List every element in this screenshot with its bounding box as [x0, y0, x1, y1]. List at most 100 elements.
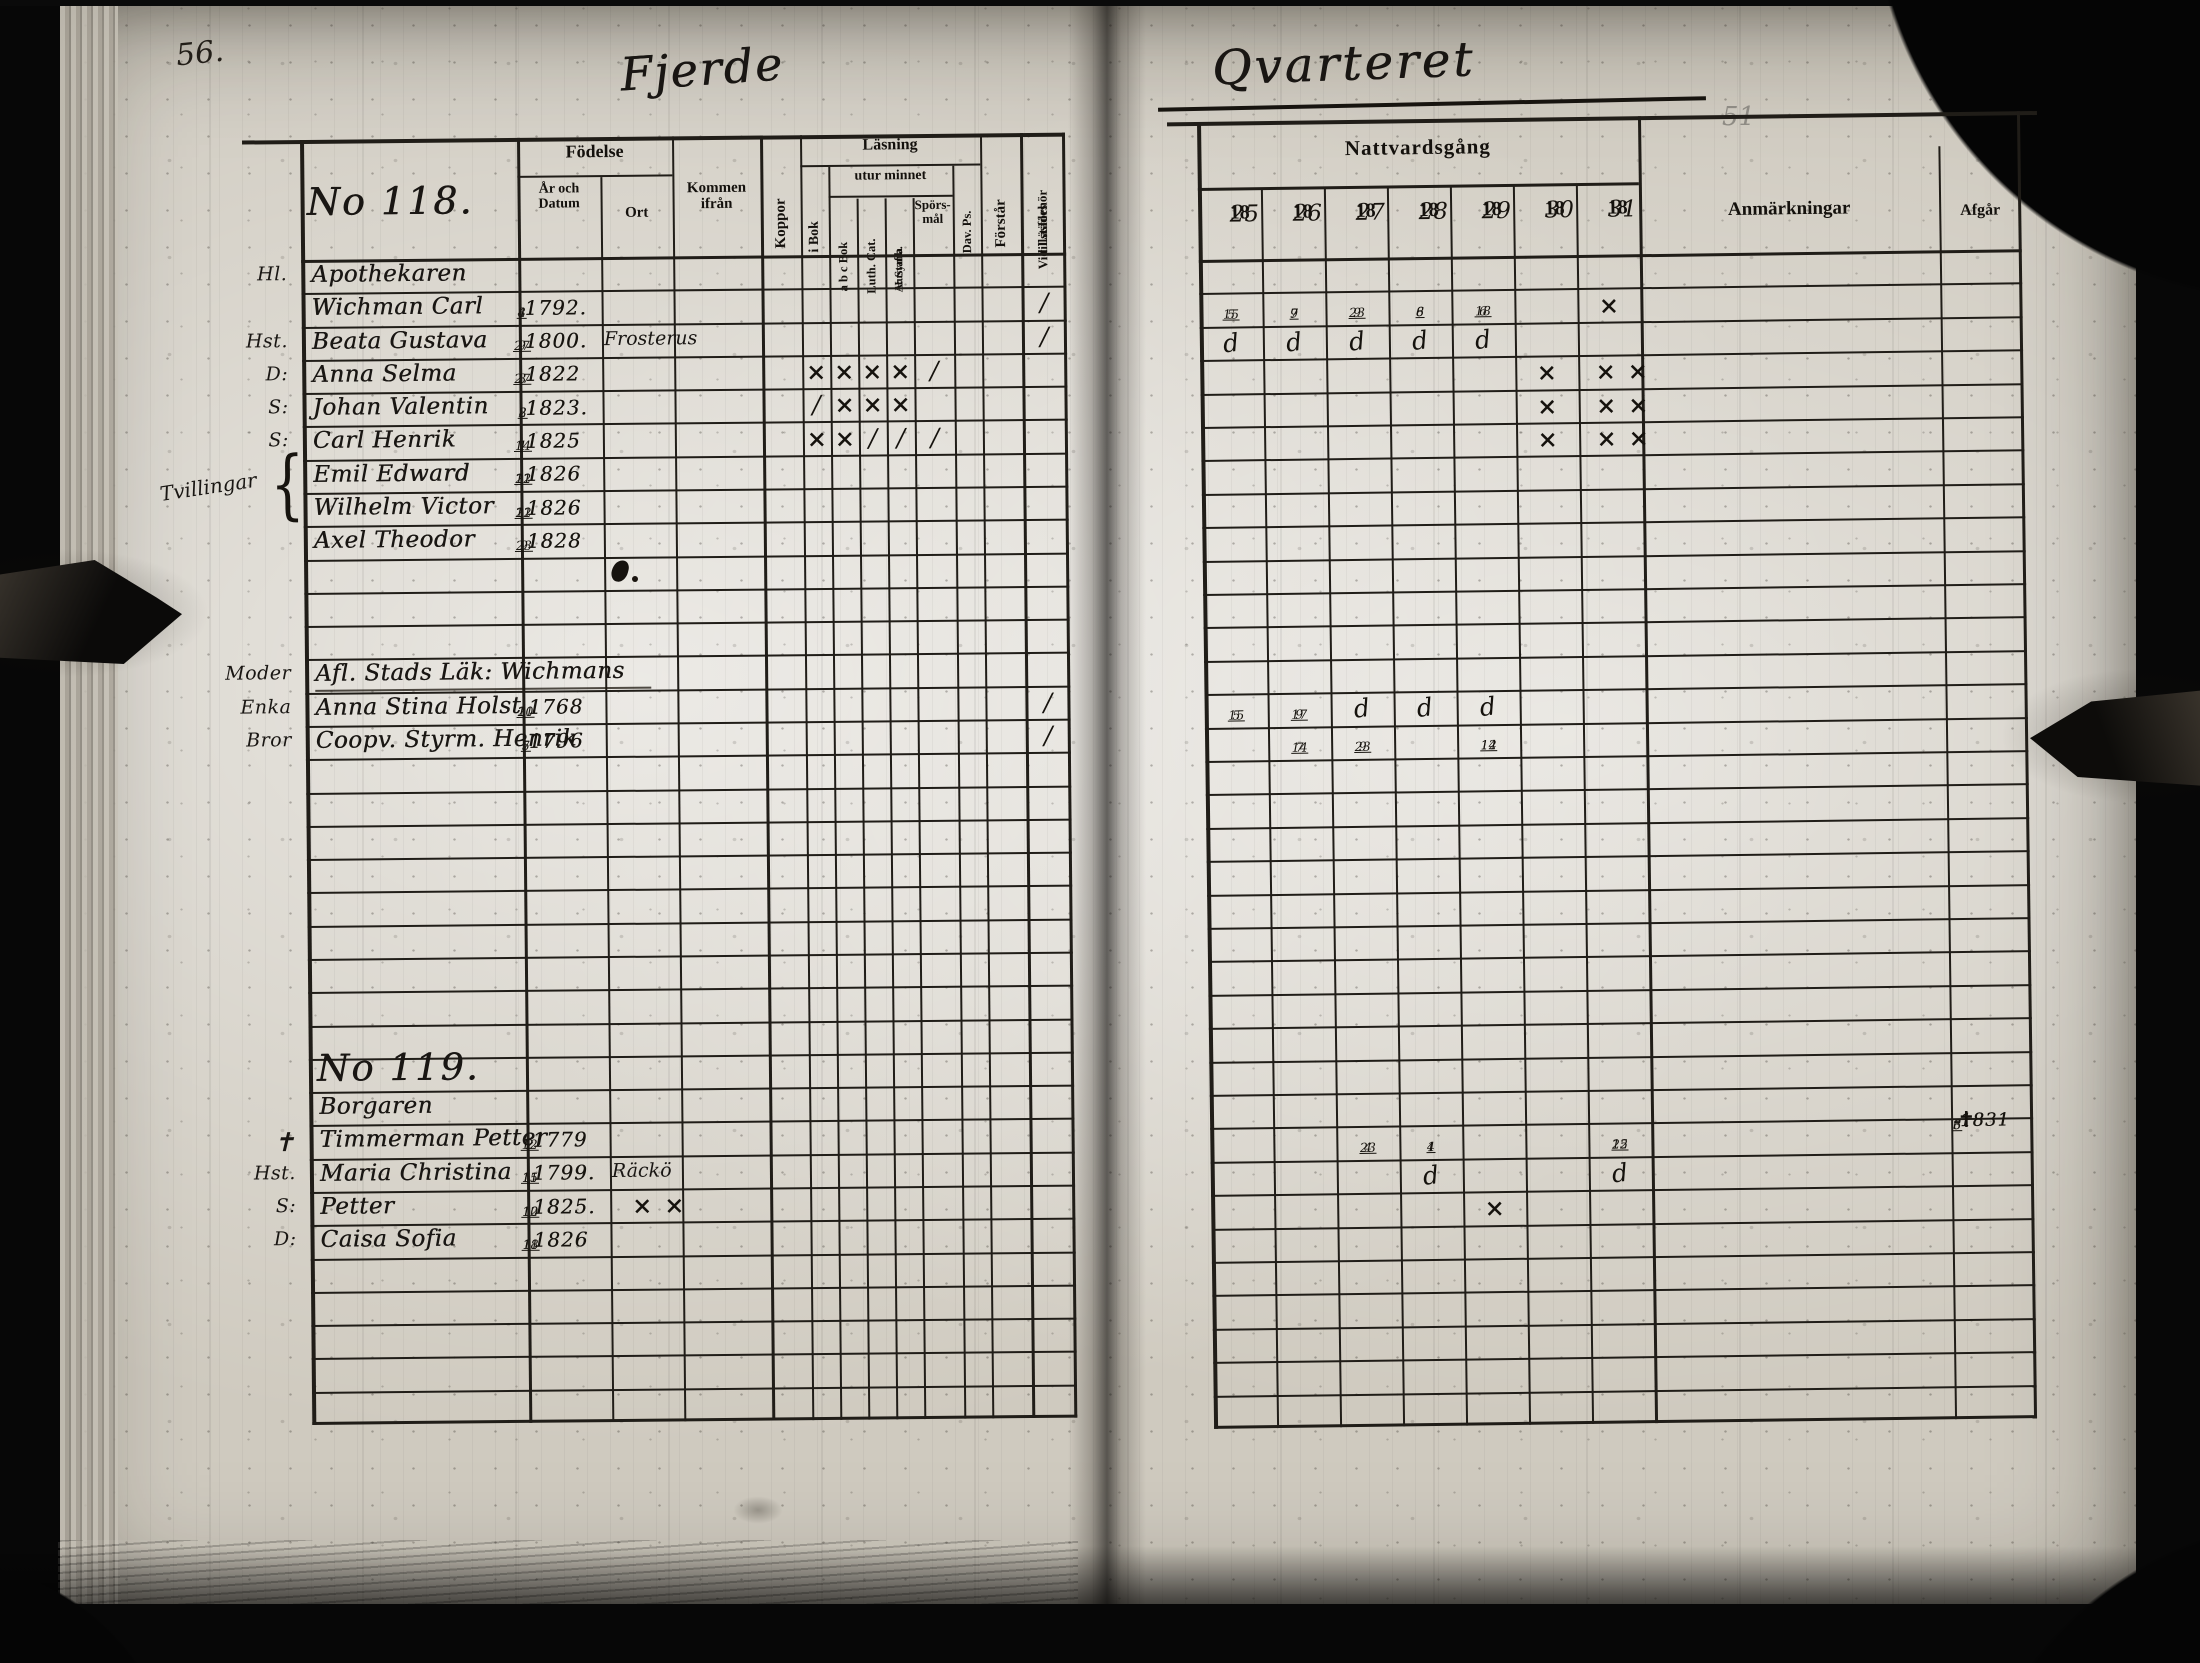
quarter-title-left: Fjerde	[618, 36, 786, 102]
name-entry: Emil Edward	[313, 460, 471, 488]
margin-note: Moder	[225, 662, 292, 686]
right-table-body: 18 25 18 26 18 27 18 28 18 29 18 30 18 31 15 5 7 9 23 9 8 6 18…	[1167, 111, 2038, 1429]
page-stack-left-edge	[58, 4, 118, 1616]
table-line	[1212, 1284, 2036, 1298]
mark-token: /	[1043, 687, 1053, 717]
margin-note: D:	[265, 362, 289, 386]
name-entry: Petter	[320, 1193, 395, 1220]
table-line	[1206, 850, 2030, 864]
reading-mark: ××	[610, 1188, 696, 1222]
mark-token: d	[1221, 327, 1242, 359]
reading-mark: ×	[830, 388, 858, 422]
table-line	[1208, 1017, 2032, 1031]
birth-date: 15 11 1799.	[520, 1160, 596, 1186]
communion-mark: ××	[1579, 421, 1661, 455]
communion-mark: d	[1452, 323, 1515, 357]
communion-mark: 23 9	[1347, 304, 1367, 321]
margin-note: D:	[273, 1228, 297, 1251]
departure-note: ✝ 6 3 1831	[1952, 1107, 2011, 1134]
mark-token: ×	[1536, 391, 1558, 421]
communion-mark: d	[1326, 324, 1389, 358]
reading-mark: /	[859, 421, 887, 455]
birth-date: 21 10 1768	[516, 694, 584, 720]
mark-token: ×	[1484, 1193, 1505, 1223]
reading-mark: ×	[886, 354, 914, 388]
table-line	[1202, 549, 2026, 563]
name-entry: Afl. Stads Läk: Wichmans	[314, 656, 651, 693]
header-year: 18 29	[1450, 198, 1513, 224]
mark-token: ×	[890, 389, 911, 419]
page-gutter	[1068, 0, 1146, 1663]
mark-token: d	[1415, 692, 1435, 724]
communion-mark: ×	[1463, 1191, 1526, 1225]
mark-token: ×	[834, 423, 856, 453]
mark-token: /	[1043, 720, 1053, 751]
year-handwritten: 25	[1229, 201, 1260, 228]
photo-border-top	[0, 0, 2200, 6]
table-line	[1938, 146, 1958, 1420]
table-line	[1205, 783, 2029, 797]
mark-token: ×	[890, 356, 911, 386]
communion-mark: d	[1589, 1156, 1652, 1190]
mark-token: ××	[1595, 389, 1661, 420]
mark-token: 1792.	[524, 295, 587, 320]
left-table-body: Hl. Apothekaren Wichman Carl 8 4 1792. / Hst. Be…	[158, 132, 1078, 1425]
mark-token: ××	[1596, 423, 1661, 453]
mark-token: /	[868, 423, 878, 453]
table-line	[1449, 186, 1469, 1426]
ink-speck	[632, 576, 638, 582]
header-year: 18 31	[1576, 196, 1639, 222]
table-line	[307, 951, 1073, 961]
margin-note: Bror	[246, 729, 292, 752]
photo-border-bottom	[0, 1604, 2200, 1663]
communion-mark: ×	[1515, 355, 1578, 389]
birth-date: 14 1 1825	[513, 428, 581, 454]
reading-mark: ×	[831, 421, 859, 455]
margin-note: S:	[268, 396, 289, 419]
mark-token: /	[929, 355, 939, 385]
table-line	[1203, 616, 2027, 630]
table-line	[304, 585, 1070, 595]
name-entry: No 119.	[316, 1045, 480, 1090]
table-line	[517, 174, 673, 178]
mark-token: ×	[1598, 290, 1620, 320]
mark-token: ××	[1595, 356, 1661, 387]
mark-token: 1831	[1959, 1109, 2011, 1131]
table-line	[306, 851, 1072, 862]
mark-token: d	[1347, 326, 1368, 357]
birth-date: 2 8 1823.	[517, 395, 588, 420]
mark-token: d	[1352, 693, 1372, 725]
table-line	[1207, 883, 2031, 897]
communion-mark: 23 4	[1358, 1139, 1377, 1156]
margin-note: S:	[275, 1195, 297, 1218]
mark-token: /	[930, 422, 940, 452]
communion-mark: 17 9	[1290, 706, 1309, 722]
table-line	[306, 785, 1072, 795]
table-line	[1198, 249, 2022, 263]
table-line	[311, 1317, 1077, 1328]
name-entry: Maria Christina	[319, 1158, 512, 1187]
reading-mark: ×	[803, 421, 831, 455]
mark-token: ×	[1536, 357, 1558, 387]
year-handwritten: 26	[1292, 200, 1323, 227]
table-line	[312, 1384, 1077, 1394]
mark-token: d	[1284, 326, 1305, 358]
margin-note: ✝	[273, 1128, 296, 1159]
year-handwritten: 31	[1607, 196, 1638, 223]
mark-token: 1796	[528, 727, 584, 753]
margin-note: Enka	[240, 695, 292, 719]
communion-mark: ××	[1578, 354, 1661, 388]
birth-date: 12 2 1779	[520, 1127, 588, 1152]
communion-mark: ×	[1516, 389, 1579, 423]
mark-token: d	[1473, 324, 1494, 356]
year-handwritten: 27	[1355, 199, 1386, 226]
margin-note: Hst.	[245, 329, 289, 353]
communion-mark: ××	[1579, 388, 1661, 422]
reading-mark: /	[1021, 286, 1066, 320]
communion-mark: d	[1330, 692, 1393, 726]
table-line	[306, 818, 1072, 828]
mark-token: 1799.	[532, 1160, 596, 1186]
reading-mark: /	[1025, 685, 1070, 719]
